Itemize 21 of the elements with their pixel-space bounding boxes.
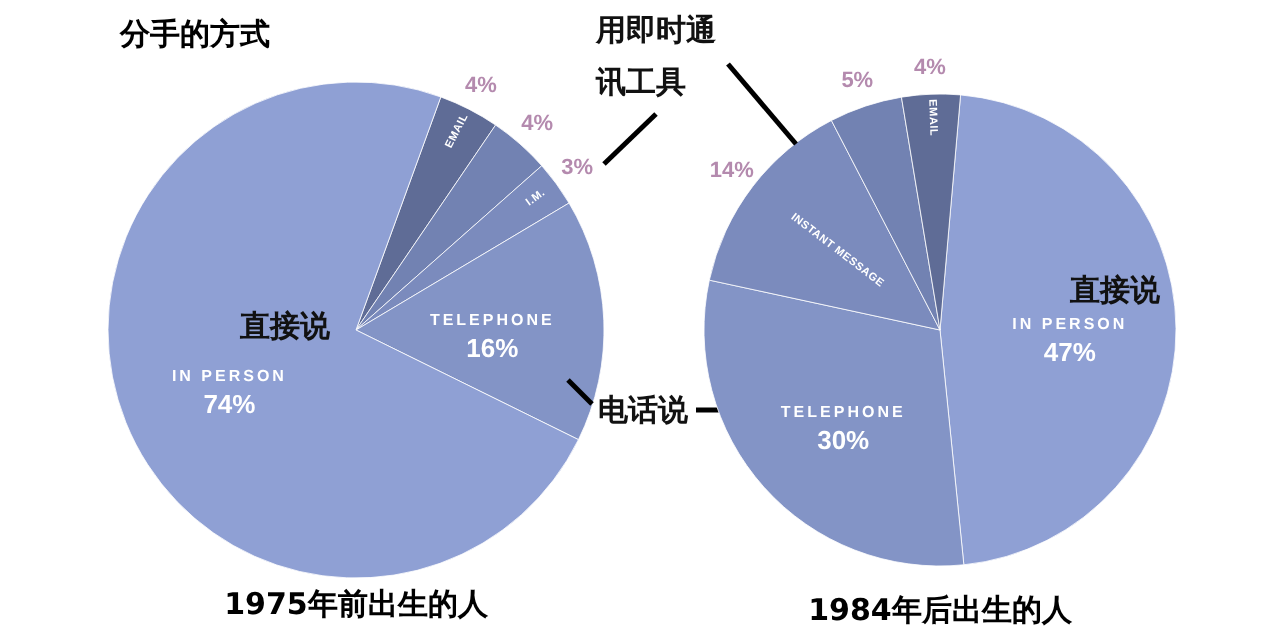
data-label: 14% (709, 158, 755, 183)
data-label: 5% (841, 69, 874, 94)
data-label: 4% (914, 56, 947, 81)
text: 电话说 (598, 392, 690, 428)
text: 直接说 (238, 308, 332, 344)
text: 用即时通讯工具 (594, 12, 718, 100)
data-label: 3% (561, 156, 594, 181)
data-label: 30% (817, 424, 871, 455)
text: 1984年后出生的人 (808, 592, 1074, 628)
text: 1975年前出生的人 (224, 586, 490, 622)
slice-label: IN PERSON (1012, 315, 1128, 334)
chart-title: 分手的方式 (118, 16, 270, 52)
text: 直接说 (1068, 272, 1162, 308)
data-label: 47% (1043, 337, 1097, 368)
slice-label: TELEPHONE (429, 310, 555, 329)
data-label: 4% (521, 112, 554, 137)
data-label: 16% (466, 332, 520, 363)
data-label: 74% (203, 388, 257, 419)
data-label: 4% (465, 74, 498, 99)
slice-label: TELEPHONE (780, 402, 906, 421)
slice-label: IN PERSON (171, 366, 287, 385)
